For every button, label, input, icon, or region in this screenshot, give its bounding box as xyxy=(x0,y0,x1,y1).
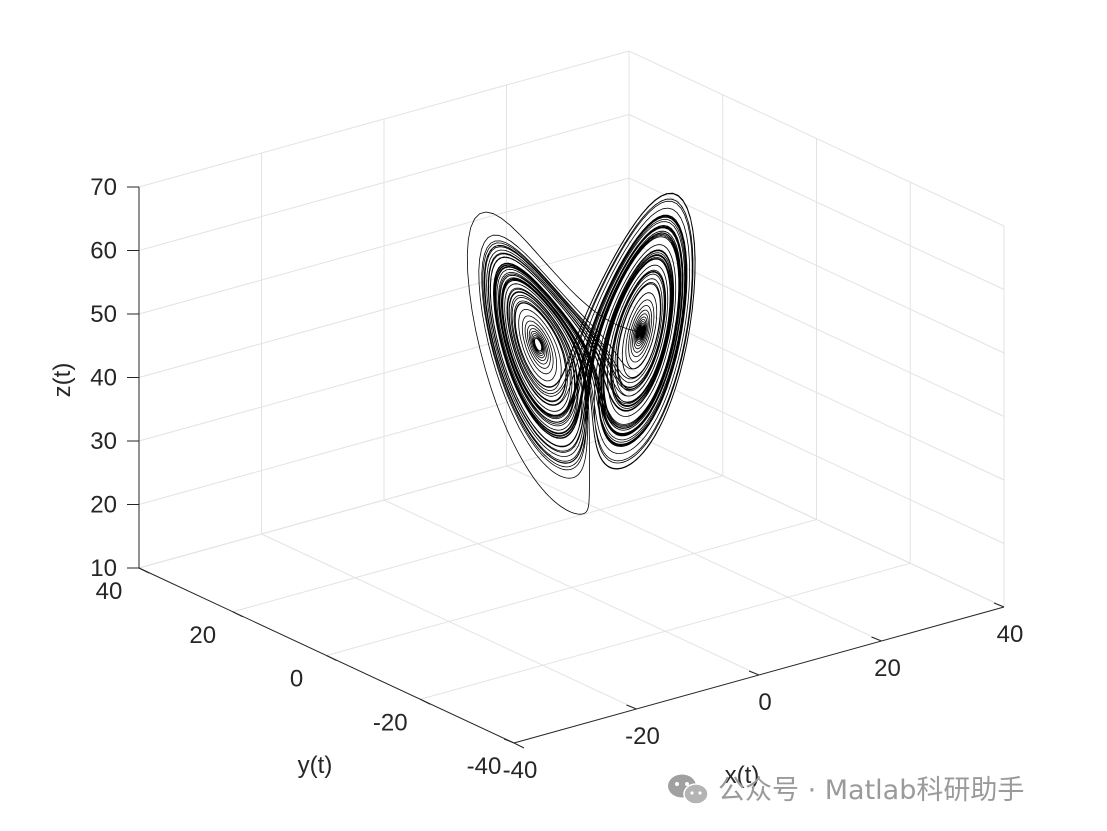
x-axis-label: x(t) xyxy=(725,762,760,789)
x-tick-label: -40 xyxy=(503,757,538,784)
watermark: 公众号 · Matlab科研助手 xyxy=(668,774,1024,806)
y-tick-label: 40 xyxy=(96,578,123,605)
x-tick-mark xyxy=(871,636,882,642)
z-grid-line-side xyxy=(628,304,1005,481)
z-grid-line-side xyxy=(628,177,1005,354)
z-tick-label: 40 xyxy=(90,365,117,392)
y-tick-mark xyxy=(513,742,525,749)
z-axis-label: z(t) xyxy=(49,363,76,398)
x-tick-mark xyxy=(503,738,515,744)
z-grid-line-back xyxy=(138,177,630,315)
z-grid-line-back xyxy=(138,50,630,188)
z-grid-line-side xyxy=(628,241,1005,417)
z-grid-line-back xyxy=(138,114,630,251)
z-grid-line-side xyxy=(628,368,1005,544)
wechat-icon xyxy=(668,774,709,805)
z-grid-line-side xyxy=(628,50,1005,227)
z-grid-line-side xyxy=(628,114,1005,290)
x-tick-label: 0 xyxy=(758,689,771,716)
x-tick-label: -20 xyxy=(625,723,660,750)
z-grid-line-back xyxy=(138,241,630,378)
y-tick-label: 20 xyxy=(189,622,216,649)
axes-grid xyxy=(138,50,1005,744)
axes-box xyxy=(127,186,1005,749)
y-tick-label: -40 xyxy=(467,753,502,780)
watermark-text: 公众号 · Matlab科研助手 xyxy=(718,775,1024,806)
y-tick-mark xyxy=(420,698,431,705)
x-tick-label: 40 xyxy=(997,621,1024,648)
y-tick-mark xyxy=(232,611,243,618)
z-tick-label: 20 xyxy=(90,492,117,519)
z-tick-label: 70 xyxy=(90,174,117,201)
z-grid-line-side xyxy=(628,431,1005,608)
x-tick-mark xyxy=(748,670,760,676)
z-tick-label: 10 xyxy=(90,555,117,582)
y-grid-line-floor xyxy=(232,475,723,613)
z-tick-label: 60 xyxy=(90,238,117,265)
z-tick-label: 50 xyxy=(90,301,117,328)
y-grid-line-floor xyxy=(420,562,911,700)
trajectory-group xyxy=(466,192,696,515)
x-tick-mark xyxy=(626,704,637,710)
x-tick-label: 20 xyxy=(874,655,901,682)
y-grid-line-floor xyxy=(326,519,817,656)
z-grid-line-back xyxy=(138,368,630,505)
x-tick-mark xyxy=(993,602,1005,608)
y-tick-mark xyxy=(326,655,337,661)
z-tick-label: 30 xyxy=(90,428,117,455)
y-axis-label: y(t) xyxy=(298,752,333,779)
y-tick-mark xyxy=(138,567,150,574)
attractor-trajectory-line xyxy=(466,192,696,515)
y-tick-label: -20 xyxy=(373,709,408,736)
y-tick-label: 0 xyxy=(290,666,303,693)
